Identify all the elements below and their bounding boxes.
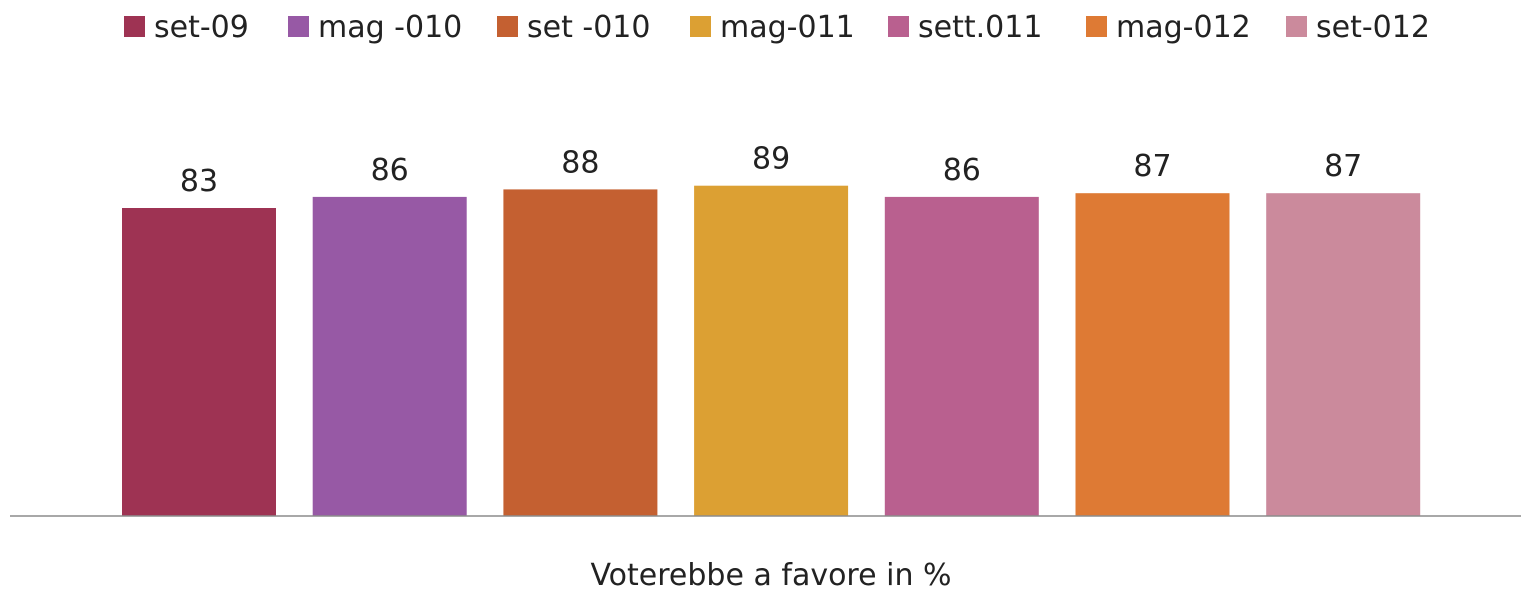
data-label: 86: [371, 153, 409, 188]
legend-swatch: [1086, 16, 1107, 37]
legend: set-09 mag -010 set -010 mag-011 sett.011 mag…: [124, 10, 1430, 45]
bar-sett-011: [884, 196, 1039, 516]
legend-label: set -010: [527, 10, 650, 45]
legend-label: mag-012: [1116, 10, 1251, 45]
legend-label: mag -010: [318, 10, 462, 45]
data-label: 88: [561, 145, 599, 180]
legend-swatch: [288, 16, 309, 37]
legend-label: mag-011: [720, 10, 855, 45]
legend-item: mag-011: [690, 10, 855, 45]
legend-item: set -010: [497, 10, 650, 45]
data-labels-group: 83 86 88 89 86 87 87: [180, 142, 1362, 199]
data-label: 87: [1133, 149, 1171, 184]
bar-mag-012: [1075, 193, 1230, 516]
data-label: 89: [752, 142, 790, 177]
legend-item: set-012: [1286, 10, 1430, 45]
legend-item: mag-012: [1086, 10, 1251, 45]
legend-swatch: [888, 16, 909, 37]
data-label: 83: [180, 164, 218, 199]
data-label: 87: [1324, 149, 1362, 184]
legend-label: sett.011: [918, 10, 1042, 45]
bar-mag-010: [312, 196, 467, 516]
legend-swatch: [497, 16, 518, 37]
legend-swatch: [690, 16, 711, 37]
legend-swatch: [1286, 16, 1307, 37]
legend-swatch: [124, 16, 145, 37]
legend-item: set-09: [124, 10, 249, 45]
bar-set-09: [122, 208, 276, 516]
legend-label: set-012: [1316, 10, 1430, 45]
legend-item: mag -010: [288, 10, 462, 45]
legend-label: set-09: [154, 10, 249, 45]
x-axis-category-label: Voterebbe a favore in %: [590, 558, 951, 589]
legend-item: sett.011: [888, 10, 1042, 45]
data-label: 86: [943, 153, 981, 188]
bar-mag-011: [694, 185, 849, 516]
bars-group: [122, 185, 1421, 516]
bar-set-010: [503, 189, 658, 516]
bar-set-012: [1266, 193, 1421, 516]
